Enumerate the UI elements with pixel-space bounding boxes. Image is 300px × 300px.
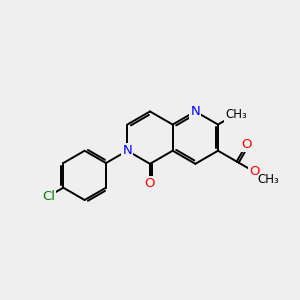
Text: O: O — [145, 177, 155, 190]
Text: O: O — [145, 177, 155, 190]
Text: O: O — [242, 138, 252, 151]
Text: N: N — [122, 144, 132, 157]
Text: Cl: Cl — [42, 190, 55, 203]
Text: CH₃: CH₃ — [225, 108, 247, 121]
Text: N: N — [122, 144, 132, 157]
Text: N: N — [190, 105, 200, 118]
Text: O: O — [249, 165, 259, 178]
Text: Cl: Cl — [42, 190, 55, 203]
Text: N: N — [190, 105, 200, 118]
Text: CH₃: CH₃ — [225, 108, 247, 121]
Text: O: O — [249, 165, 259, 178]
Text: CH₃: CH₃ — [258, 173, 280, 187]
Text: CH₃: CH₃ — [258, 173, 280, 187]
Text: O: O — [242, 138, 252, 151]
